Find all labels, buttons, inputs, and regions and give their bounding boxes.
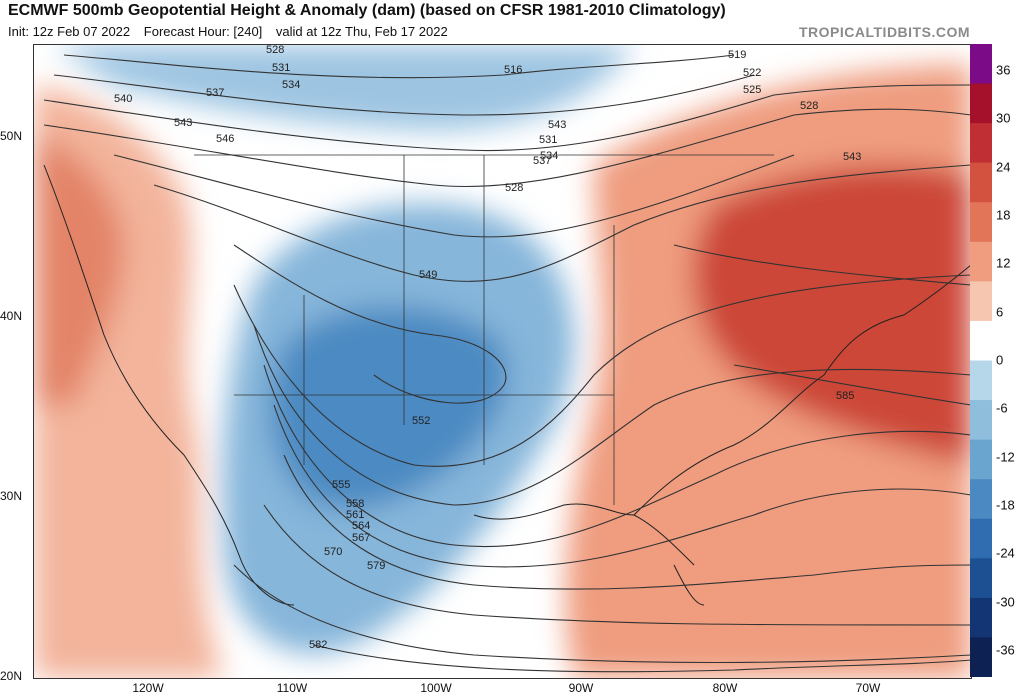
cold-anomaly-trough-core bbox=[270, 306, 509, 510]
colorbar-swatch bbox=[970, 241, 992, 282]
colorbar-swatch bbox=[970, 123, 992, 164]
contour-value-label: 522 bbox=[743, 67, 762, 79]
longitude-label: 90W bbox=[568, 681, 594, 695]
contour-value-label: 552 bbox=[412, 415, 431, 427]
contour-value-label: 537 bbox=[533, 155, 552, 167]
longitude-label: 70W bbox=[855, 681, 881, 695]
contour-value-label: 540 bbox=[114, 93, 133, 105]
contour-value-label: 516 bbox=[504, 64, 523, 76]
contour-value-label: 546 bbox=[216, 133, 235, 145]
colorbar-tick-label: -36 bbox=[996, 642, 1015, 658]
contour-value-label: 519 bbox=[728, 49, 747, 61]
contour-value-label: 582 bbox=[309, 639, 328, 651]
colorbar-swatch bbox=[970, 83, 992, 124]
colorbar-swatch bbox=[970, 202, 992, 243]
warm-anomaly-east-core bbox=[693, 165, 971, 465]
contour-value-label: 555 bbox=[332, 479, 351, 491]
colorbar-tick-label: 12 bbox=[996, 255, 1011, 271]
contour-value-label: 564 bbox=[352, 520, 371, 532]
contour-value-label: 531 bbox=[539, 134, 558, 146]
contour-value-label: 534 bbox=[540, 150, 559, 162]
contour-value-label: 543 bbox=[843, 151, 862, 163]
latitude-label: 30N bbox=[0, 489, 23, 503]
warm-anomaly-west-core bbox=[34, 135, 125, 405]
colorbar-tick-label: 24 bbox=[996, 159, 1011, 175]
colorbar-swatch bbox=[970, 558, 992, 599]
brand-watermark: TROPICALTIDBITS.COM bbox=[798, 24, 970, 40]
valid-time: valid at 12z Thu, Feb 17 2022 bbox=[275, 24, 448, 39]
latitude-label: 40N bbox=[0, 309, 23, 323]
longitude-label: 120W bbox=[132, 681, 164, 695]
latitude-label: 20N bbox=[0, 669, 23, 683]
colorbar-swatch bbox=[970, 44, 992, 85]
colorbar-swatch bbox=[970, 320, 992, 361]
colorbar-swatch bbox=[970, 400, 992, 441]
colorbar-tick-label: -30 bbox=[996, 594, 1015, 610]
longitude-label: 100W bbox=[420, 681, 452, 695]
contour-value-label: 543 bbox=[174, 117, 193, 129]
contour-value-label: 579 bbox=[367, 560, 386, 572]
colorbar-swatch bbox=[970, 479, 992, 520]
colorbar-swatch bbox=[970, 439, 992, 480]
contour-value-label: 585 bbox=[836, 390, 855, 402]
contour-value-label: 534 bbox=[282, 79, 301, 91]
cold-anomaly-north bbox=[54, 45, 634, 131]
colorbar-swatch bbox=[970, 597, 992, 638]
init-time: Init: 12z Feb 07 2022 bbox=[8, 24, 131, 39]
colorbar-tick-label: -12 bbox=[996, 449, 1015, 465]
anomaly-shading bbox=[34, 45, 971, 678]
colorbar-tick-label: 18 bbox=[996, 207, 1011, 223]
colorbar-swatch bbox=[970, 281, 992, 322]
contour-value-label: 570 bbox=[324, 546, 343, 558]
contour-value-label: 525 bbox=[743, 84, 762, 96]
colorbar-swatch bbox=[970, 518, 992, 559]
state-borders bbox=[194, 154, 774, 505]
contour-value-label: 537 bbox=[206, 87, 225, 99]
contour-value-label: 531 bbox=[272, 62, 291, 74]
forecast-map bbox=[33, 44, 972, 679]
contour-value-label: 528 bbox=[800, 100, 819, 112]
colorbar-tick-label: -24 bbox=[996, 545, 1015, 561]
coastlines bbox=[43, 164, 971, 606]
forecast-hour: Forecast Hour: [240] bbox=[143, 24, 263, 39]
colorbar bbox=[970, 44, 992, 677]
contour-value-label: 549 bbox=[419, 269, 438, 281]
contour-value-label: 543 bbox=[548, 119, 567, 131]
contour-value-label: 561 bbox=[346, 509, 365, 521]
colorbar-swatch bbox=[970, 637, 992, 677]
colorbar-tick-label: 0 bbox=[996, 352, 1004, 368]
chart-title: ECMWF 500mb Geopotential Height & Anomal… bbox=[8, 2, 726, 19]
colorbar-tick-label: 30 bbox=[996, 110, 1011, 126]
colorbar-tick-label: 36 bbox=[996, 62, 1011, 78]
longitude-label: 110W bbox=[276, 681, 308, 695]
colorbar-swatch bbox=[970, 162, 992, 203]
contour-value-label: 528 bbox=[266, 44, 285, 56]
height-contours bbox=[43, 54, 971, 673]
colorbar-tick-label: -6 bbox=[996, 400, 1008, 416]
latitude-label: 50N bbox=[0, 129, 23, 143]
contour-value-label: 567 bbox=[352, 532, 371, 544]
colorbar-swatch bbox=[970, 360, 992, 401]
colorbar-tick-label: -18 bbox=[996, 497, 1015, 513]
colorbar-tick-label: 6 bbox=[996, 304, 1004, 320]
longitude-label: 80W bbox=[712, 681, 738, 695]
contour-value-label: 558 bbox=[346, 498, 365, 510]
contour-value-label: 528 bbox=[505, 182, 524, 194]
chart-subtitle: Init: 12z Feb 07 2022 Forecast Hour: [24… bbox=[8, 24, 458, 39]
